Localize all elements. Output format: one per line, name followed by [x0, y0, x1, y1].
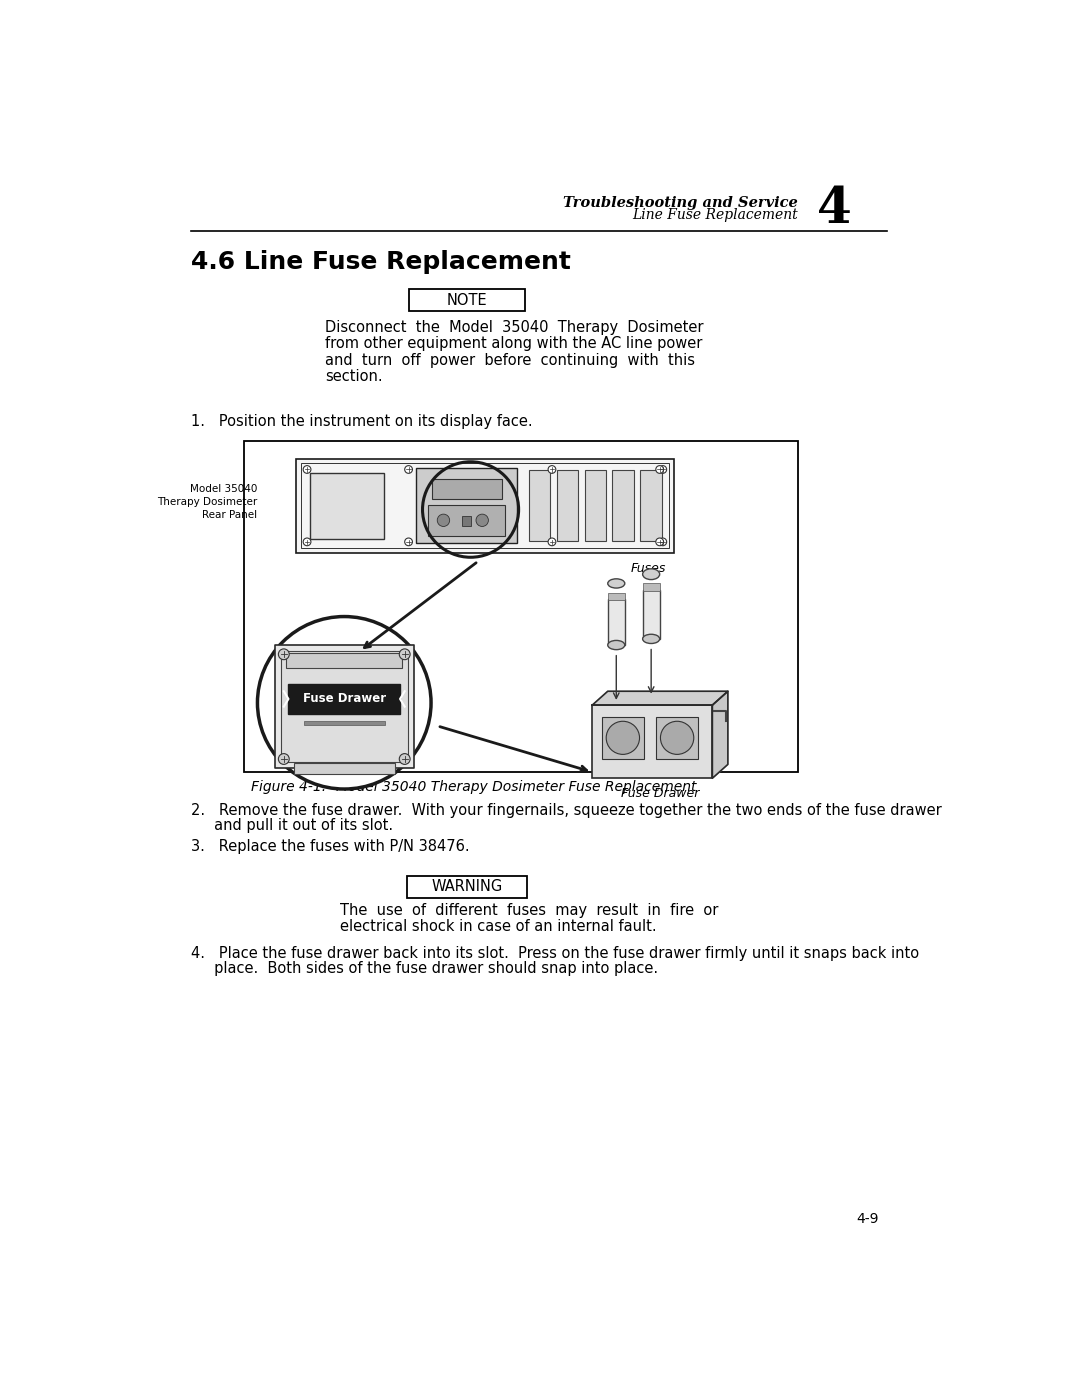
Bar [408, 289, 525, 312]
Bar [243, 441, 798, 773]
Text: place.  Both sides of the fuse drawer should snap into place.: place. Both sides of the fuse drawer sho… [191, 961, 658, 977]
Ellipse shape [608, 578, 625, 588]
Bar [584, 471, 606, 541]
Bar [612, 471, 634, 541]
Bar [288, 683, 400, 714]
Text: and  turn  off  power  before  continuing  with  this: and turn off power before continuing wit… [325, 352, 694, 367]
Bar [281, 651, 408, 763]
Circle shape [400, 648, 410, 659]
Bar [602, 717, 644, 759]
Text: WARNING: WARNING [431, 879, 502, 894]
Text: The  use  of  different  fuses  may  result  in  fire  or: The use of different fuses may result in… [340, 904, 719, 918]
Circle shape [257, 616, 431, 789]
Text: from other equipment along with the AC line power: from other equipment along with the AC l… [325, 337, 702, 352]
Text: Troubleshooting and Service: Troubleshooting and Service [563, 196, 798, 210]
Circle shape [405, 538, 413, 546]
Circle shape [303, 538, 311, 546]
Circle shape [279, 648, 289, 659]
Bar [407, 876, 527, 898]
Bar [286, 652, 403, 668]
Ellipse shape [608, 640, 625, 650]
Text: 4: 4 [816, 184, 852, 233]
Ellipse shape [643, 634, 660, 644]
Circle shape [548, 538, 556, 546]
Bar [432, 479, 501, 499]
Bar [556, 471, 578, 541]
Bar [643, 590, 660, 638]
Text: 1.   Position the instrument on its display face.: 1. Position the instrument on its displa… [191, 415, 532, 429]
Text: Line Fuse Replacement: Line Fuse Replacement [632, 208, 798, 222]
Text: Figure 4-1.: Figure 4-1. [252, 781, 326, 795]
Ellipse shape [643, 569, 660, 580]
Text: and pull it out of its slot.: and pull it out of its slot. [191, 819, 393, 834]
Bar [428, 504, 505, 535]
Bar [296, 458, 674, 553]
Bar [303, 721, 384, 725]
Bar [608, 599, 625, 645]
Text: Fuse Drawer: Fuse Drawer [621, 787, 699, 800]
Text: Fuse Drawer: Fuse Drawer [302, 693, 386, 705]
Circle shape [303, 465, 311, 474]
Text: electrical shock in case of an internal fault.: electrical shock in case of an internal … [340, 919, 657, 935]
Circle shape [659, 538, 666, 546]
Circle shape [405, 465, 413, 474]
Bar [529, 471, 551, 541]
Circle shape [656, 538, 663, 546]
Text: 3.   Replace the fuses with P/N 38476.: 3. Replace the fuses with P/N 38476. [191, 840, 470, 855]
Text: Fuses: Fuses [631, 562, 666, 574]
Circle shape [659, 465, 666, 474]
Bar [294, 763, 394, 774]
Bar [656, 717, 699, 759]
Circle shape [437, 514, 449, 527]
Circle shape [548, 465, 556, 474]
Bar [416, 468, 517, 543]
Polygon shape [713, 692, 728, 778]
Circle shape [400, 753, 410, 764]
Text: 4.   Place the fuse drawer back into its slot.  Press on the fuse drawer firmly : 4. Place the fuse drawer back into its s… [191, 946, 919, 961]
Text: section.: section. [325, 369, 382, 384]
Bar [462, 515, 471, 527]
Circle shape [476, 514, 488, 527]
Ellipse shape [661, 721, 693, 754]
Polygon shape [592, 692, 728, 705]
Circle shape [656, 465, 663, 474]
Circle shape [279, 753, 289, 764]
Bar [643, 584, 660, 591]
Text: NOTE: NOTE [446, 292, 487, 307]
Text: Model 35040
Therapy Dosimeter
Rear Panel: Model 35040 Therapy Dosimeter Rear Panel [158, 483, 257, 520]
Bar [310, 472, 383, 539]
Ellipse shape [606, 721, 639, 754]
Text: 4.6 Line Fuse Replacement: 4.6 Line Fuse Replacement [191, 250, 570, 274]
Bar [274, 645, 414, 768]
Bar [608, 592, 625, 601]
Text: 2.   Remove the fuse drawer.  With your fingernails, squeeze together the two en: 2. Remove the fuse drawer. With your fin… [191, 803, 942, 819]
Bar [592, 705, 713, 778]
Bar [301, 464, 669, 548]
Bar [640, 471, 662, 541]
Text: Disconnect  the  Model  35040  Therapy  Dosimeter: Disconnect the Model 35040 Therapy Dosim… [325, 320, 703, 335]
Text: 4-9: 4-9 [856, 1211, 879, 1225]
Text: Model 35040 Therapy Dosimeter Fuse Replacement: Model 35040 Therapy Dosimeter Fuse Repla… [337, 781, 697, 795]
